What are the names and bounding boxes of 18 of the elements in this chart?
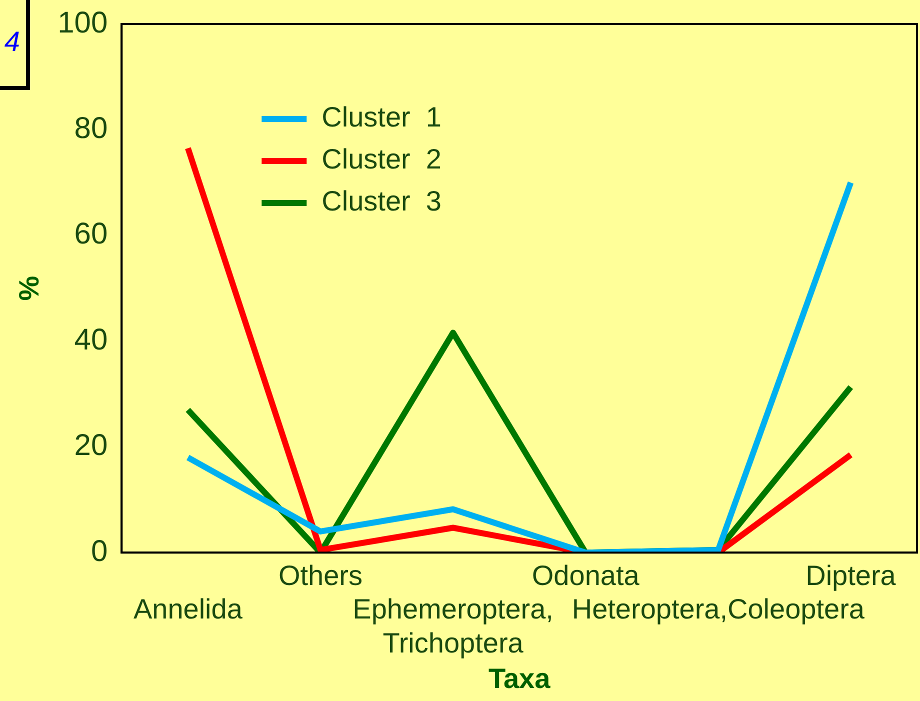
y-axis-title: % <box>14 276 45 301</box>
legend-label: Cluster 1 <box>322 102 442 133</box>
x-tick-label: Ephemeroptera, Trichoptera <box>352 594 554 658</box>
x-tick-label: Odonata <box>532 560 640 592</box>
y-tick-label: 0 <box>90 534 108 568</box>
y-tick-label: 80 <box>74 112 108 145</box>
y-tick-label: 60 <box>74 218 108 251</box>
y-tick-label: 100 <box>58 6 108 40</box>
x-tick-label: Annelida <box>133 594 243 625</box>
x-tick-label: Diptera <box>806 560 896 592</box>
x-axis-title: Taxa <box>488 662 551 694</box>
text: 4 <box>0 0 28 88</box>
legend-label: Cluster 3 <box>322 186 442 217</box>
legend-label: Cluster 2 <box>322 144 442 175</box>
x-tick-label: Heteroptera,Coleoptera <box>572 594 865 625</box>
y-tick-label: 40 <box>74 323 108 356</box>
y-tick-label: 20 <box>74 429 108 462</box>
x-tick-label: Others <box>278 560 363 592</box>
